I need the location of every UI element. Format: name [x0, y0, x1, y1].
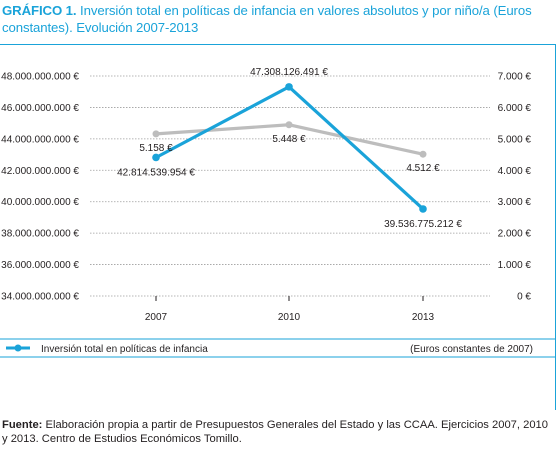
y-right-tick-label: 1.000 € — [498, 260, 532, 271]
source-lead: Fuente: — [2, 419, 43, 431]
series-line-total — [155, 84, 425, 211]
data-label-total: 42.814.539.954 € — [117, 167, 195, 178]
y-left-tick-label: 46.000.000.000 € — [1, 103, 79, 114]
y-right-tick-label: 3.000 € — [498, 197, 532, 208]
y-left-tick-label: 44.000.000.000 € — [1, 134, 79, 145]
x-tick-label: 2007 — [145, 312, 168, 323]
data-point-total — [152, 153, 160, 162]
y-right-tick-label: 7.000 € — [498, 72, 532, 83]
data-point-total — [285, 83, 293, 91]
y-left-tick-label: 42.000.000.000 € — [1, 166, 79, 177]
data-label-total: 39.536.775.212 € — [384, 219, 462, 230]
y-left-tick-label: 34.000.000.000 € — [1, 292, 79, 303]
y-left-tick-label: 48.000.000.000 € — [1, 72, 79, 83]
source-note: Fuente: Elaboración propia a partir de P… — [2, 418, 554, 446]
y-left-tick-label: 36.000.000.000 € — [1, 260, 79, 271]
data-point-per-child — [419, 150, 427, 158]
chart-title-lead: GRÁFICO 1. — [2, 3, 77, 18]
y-right-tick-label: 2.000 € — [498, 229, 532, 240]
data-point-total — [419, 205, 427, 213]
source-text: Elaboración propia a partir de Presupues… — [2, 419, 548, 445]
legend-label-total: Inversión total en políticas de infancia — [41, 344, 208, 355]
y-right-tick-label: 4.000 € — [498, 166, 532, 177]
y-left-tick-label: 38.000.000.000 € — [1, 229, 79, 240]
y-right-tick-label: 0 € — [517, 292, 531, 303]
chart-title-text: Inversión total en políticas de infancia… — [2, 3, 532, 35]
line-chart: 34.000.000.000 € 36.000.000.000 € 38.000.0… — [0, 67, 556, 358]
y-right-tick-label: 6.000 € — [498, 103, 532, 114]
data-label-per-child: 4.512 € — [406, 163, 440, 174]
y-left-tick-label: 40.000.000.000 € — [1, 197, 79, 208]
x-tick-label: 2010 — [278, 312, 301, 323]
data-label-total: 47.308.126.491 € — [250, 67, 328, 78]
data-label-per-child: 5.448 € — [272, 134, 306, 145]
chart-title: GRÁFICO 1. Inversión total en políticas … — [2, 2, 554, 36]
legend-marker-total — [14, 344, 22, 352]
x-tick-label: 2013 — [412, 312, 435, 323]
legend-note: (Euros constantes de 2007) — [410, 344, 533, 355]
data-point-per-child — [152, 130, 160, 138]
data-label-per-child: 5.158 € — [139, 143, 173, 154]
figure-frame — [0, 44, 556, 410]
data-point-per-child — [285, 121, 293, 129]
y-right-tick-label: 5.000 € — [498, 134, 532, 145]
